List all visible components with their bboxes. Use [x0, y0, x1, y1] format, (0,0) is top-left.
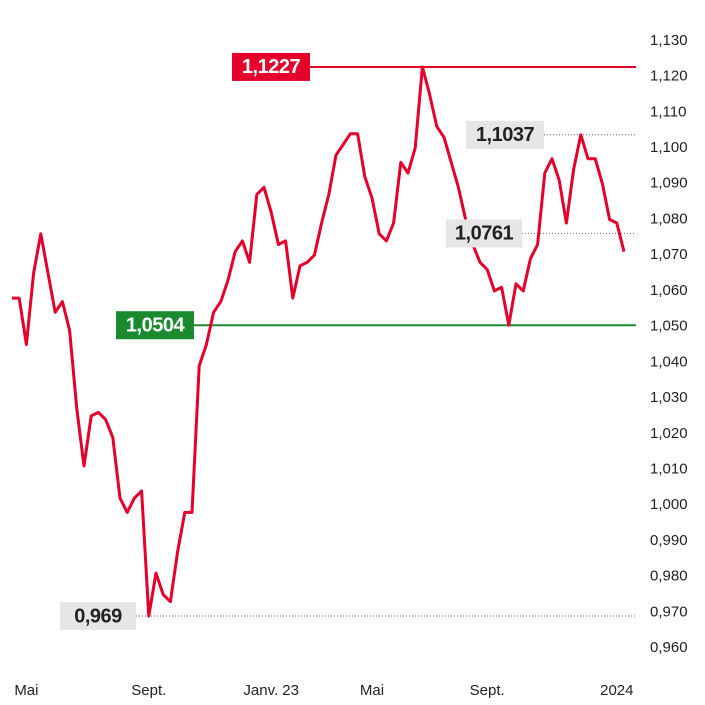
x-tick-label: Mai [14, 682, 38, 699]
annotation-label: 1,0504 [126, 314, 186, 336]
y-tick-label: 1,010 [650, 460, 688, 477]
line [12, 65, 626, 618]
y-tick-label: 1,130 [650, 32, 688, 49]
annotation-label: 1,0761 [455, 223, 514, 245]
annotation-box [116, 311, 194, 340]
y-tick-label: 0,970 [650, 603, 688, 620]
x-tick-label: Sept. [470, 682, 505, 699]
y-tick-label: 1,060 [650, 282, 688, 299]
annotation-box [466, 120, 544, 149]
y-tick-label: 1,050 [650, 318, 688, 335]
y-tick-label: 1,030 [650, 389, 688, 406]
y-tick-label: 0,990 [650, 532, 688, 549]
y-tick-label: 1,070 [650, 246, 688, 263]
x-tick-label: 2024 [600, 682, 633, 699]
y-tick-label: 1,100 [650, 139, 688, 156]
y-tick-label: 0,960 [650, 639, 688, 656]
y-tick-label: 1,090 [650, 175, 688, 192]
annotation-box [446, 219, 522, 248]
x-tick-label: Sept. [131, 682, 166, 699]
y-tick-label: 1,110 [650, 103, 686, 120]
y-tick-label: 1,020 [650, 425, 688, 442]
annotation-label: 0,969 [74, 605, 122, 627]
y-tick-label: 1,120 [650, 68, 688, 85]
annotation-box [60, 601, 136, 630]
annotation-label: 1,1227 [242, 56, 301, 78]
y-tick-label: 1,080 [650, 210, 688, 227]
annotation-box [232, 52, 310, 81]
x-tick-label: Mai [360, 682, 384, 699]
y-tick-label: 1,040 [650, 353, 688, 370]
x-tick-label: Janv. 23 [243, 682, 299, 699]
y-tick-label: 0,980 [650, 568, 688, 585]
annotation-label: 1,1037 [476, 124, 535, 146]
y-tick-label: 1,000 [650, 496, 688, 513]
